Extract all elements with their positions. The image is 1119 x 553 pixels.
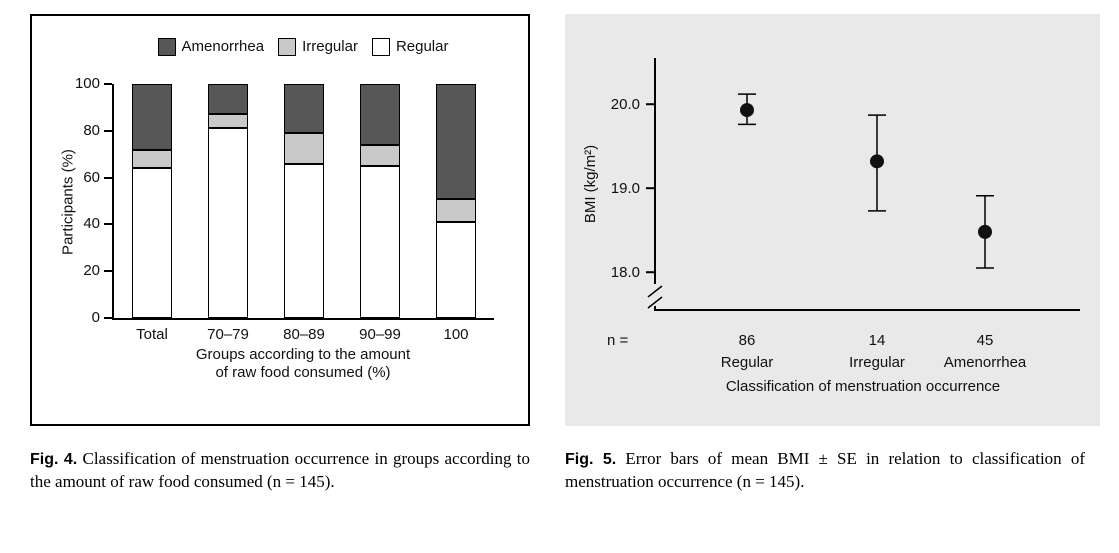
fig4-legend: Amenorrhea Irregular Regular (112, 38, 494, 56)
fig4-plot-area: 0 20 40 60 80 100 Total 70–79 80–89 90–99 100 (75, 75, 494, 343)
axis-break-slash (647, 296, 663, 309)
bar-segment-irregular (208, 114, 248, 129)
y-tick-mark (104, 83, 112, 85)
bar-segment-amenorrhea (132, 84, 172, 150)
fig5-chart: 18.0 19.0 20.0 86 Regular 14 Irregular 45 Amenor… (565, 14, 1100, 426)
y-tick-label: 40 (83, 215, 100, 233)
x-tick-label: Total (136, 326, 168, 343)
legend-item-amenorrhea: Amenorrhea (157, 38, 265, 56)
axis-break-slash (647, 285, 663, 298)
fig5-y-axis-label: BMI (kg/m²) (582, 145, 599, 223)
bar-segment-regular (132, 168, 172, 318)
bar-segment-regular (208, 128, 248, 318)
x-tick-label: 100 (443, 326, 469, 343)
bar-segment-irregular (360, 144, 400, 166)
x-tick-label: 70–79 (207, 326, 249, 343)
legend-swatch-irregular (278, 38, 297, 56)
fig4-x-axis-title-line2: of raw food consumed (%) (215, 364, 391, 381)
fig5-x-axis-title: Classification of menstruation occurrenc… (726, 378, 1000, 395)
y-tick-label: 20 (83, 262, 100, 280)
fig4-y-axis-label: Participants (%) (59, 149, 77, 255)
n-value-regular: 86 (739, 332, 756, 349)
n-value-irregular: 14 (869, 332, 886, 349)
fig4-panel: Amenorrhea Irregular Regular Participants … (30, 14, 530, 426)
n-value-amenorrhea: 45 (977, 332, 994, 349)
fig4-caption-label: Fig. 4. (30, 451, 78, 468)
mean-marker-irregular (870, 154, 884, 169)
bar-segment-irregular (132, 149, 172, 169)
fig4-caption: Fig. 4. Classification of menstruation o… (30, 448, 530, 493)
figures-row: Amenorrhea Irregular Regular Participants … (30, 14, 1100, 426)
x-category-label-regular: Regular (721, 354, 774, 371)
x-tick-label: 90–99 (359, 326, 401, 343)
x-category-label-amenorrhea: Amenorrhea (944, 354, 1027, 371)
legend-label: Irregular (302, 38, 358, 55)
bar-segment-regular (436, 222, 476, 318)
mean-marker-amenorrhea (978, 224, 992, 239)
bar-segment-regular (284, 163, 324, 318)
mean-marker-regular (740, 103, 754, 118)
y-tick-label: 60 (83, 168, 100, 186)
fig5-caption-text: Error bars of mean BMI ± SE in relation … (565, 449, 1086, 491)
y-tick-label: 18.0 (611, 264, 640, 281)
legend-item-irregular: Irregular (278, 38, 358, 56)
axis-break-gap (653, 284, 657, 306)
y-tick-label: 0 (91, 309, 100, 326)
y-tick-mark (104, 317, 112, 319)
captions-row: Fig. 4. Classification of menstruation o… (0, 448, 1119, 493)
bar-segment-amenorrhea (208, 84, 248, 115)
fig4-x-axis-title: Groups according to the amount of raw fo… (112, 346, 494, 382)
bar-segment-irregular (284, 133, 324, 164)
bar-segment-amenorrhea (360, 84, 400, 145)
bar-segment-amenorrhea (284, 84, 324, 134)
fig5-panel: 18.0 19.0 20.0 86 Regular 14 Irregular 45 Amenor… (565, 14, 1100, 426)
x-category-label-irregular: Irregular (849, 354, 905, 371)
y-tick-mark (104, 129, 112, 132)
n-equals-label: n = (607, 332, 629, 349)
bar-segment-irregular (436, 198, 476, 223)
x-tick-label: 80–89 (283, 326, 325, 343)
bar-segment-regular (360, 165, 400, 318)
y-tick-mark (104, 223, 112, 226)
y-tick-label: 20.0 (611, 96, 640, 113)
y-tick-mark (104, 270, 112, 273)
legend-item-regular: Regular (371, 38, 449, 56)
legend-swatch-amenorrhea (157, 38, 176, 56)
legend-swatch-regular (371, 38, 390, 56)
fig5-caption: Fig. 5. Error bars of mean BMI ± SE in r… (565, 448, 1085, 493)
fig4-x-axis-title-line1: Groups according to the amount (195, 346, 411, 363)
legend-label: Amenorrhea (181, 38, 265, 55)
y-tick-label: 100 (74, 75, 100, 92)
legend-label: Regular (395, 38, 449, 55)
y-tick-mark (104, 176, 112, 179)
y-tick-label: 80 (83, 121, 100, 139)
bar-segment-amenorrhea (436, 84, 476, 199)
y-tick-label: 19.0 (611, 180, 640, 197)
fig5-caption-label: Fig. 5. (565, 451, 617, 468)
fig4-caption-text: Classification of menstruation occurrenc… (30, 449, 530, 491)
